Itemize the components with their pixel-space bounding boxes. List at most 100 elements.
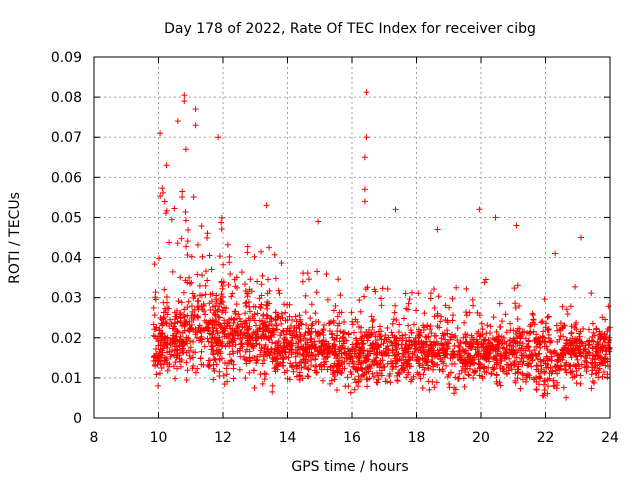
data-point-outlier: [174, 118, 181, 125]
data-point: [413, 307, 420, 314]
data-point: [405, 322, 412, 329]
x-tick-label: 24: [601, 430, 619, 446]
data-point: [238, 269, 245, 276]
data-point: [511, 285, 518, 292]
data-point: [481, 368, 488, 375]
data-point: [530, 316, 537, 323]
data-point: [451, 351, 458, 358]
data-point: [319, 329, 326, 336]
data-point: [261, 357, 268, 364]
data-point: [596, 365, 603, 372]
data-point: [150, 321, 157, 328]
data-point: [200, 302, 207, 309]
data-point: [446, 304, 453, 311]
data-point: [343, 337, 350, 344]
data-point: [440, 332, 447, 339]
data-point: [185, 298, 192, 305]
data-point: [391, 309, 398, 316]
data-point: [244, 337, 251, 344]
data-point: [474, 330, 481, 337]
data-point: [292, 359, 299, 366]
data-point: [232, 341, 239, 348]
data-point: [238, 329, 245, 336]
data-point: [496, 379, 503, 386]
data-point: [392, 340, 399, 347]
data-point: [224, 378, 231, 385]
data-point: [341, 365, 348, 372]
data-point: [163, 293, 170, 300]
data-point: [455, 348, 462, 355]
data-point: [157, 351, 164, 358]
data-point: [243, 360, 250, 367]
data-point: [188, 253, 195, 260]
data-point: [543, 320, 550, 327]
data-point: [481, 279, 488, 286]
data-point: [399, 332, 406, 339]
data-point: [507, 361, 514, 368]
data-point: [274, 339, 281, 346]
data-point: [298, 321, 305, 328]
data-point: [541, 377, 548, 384]
data-point: [289, 362, 296, 369]
data-point: [400, 359, 407, 366]
data-point: [351, 376, 358, 383]
data-point: [204, 230, 211, 237]
data-point: [355, 378, 362, 385]
data-point: [394, 377, 401, 384]
data-point: [208, 339, 215, 346]
data-point: [460, 348, 467, 355]
data-point: [264, 290, 271, 297]
data-point: [592, 352, 599, 359]
data-point: [395, 328, 402, 335]
data-point-outlier: [163, 162, 170, 169]
data-point: [382, 332, 389, 339]
data-point: [251, 253, 258, 260]
data-point: [368, 313, 375, 320]
data-point: [229, 348, 236, 355]
data-point: [362, 286, 369, 293]
data-point: [319, 349, 326, 356]
data-point: [309, 351, 316, 358]
data-point: [417, 375, 424, 382]
data-point: [532, 336, 539, 343]
data-point: [237, 331, 244, 338]
data-point: [163, 355, 170, 362]
data-point: [192, 349, 199, 356]
data-point: [494, 348, 501, 355]
data-point: [262, 341, 269, 348]
y-tick-label: 0.08: [51, 90, 82, 106]
data-point: [378, 341, 385, 348]
data-point: [541, 378, 548, 385]
data-point: [544, 376, 551, 383]
data-point: [192, 369, 199, 376]
data-point: [500, 366, 507, 373]
data-point: [353, 337, 360, 344]
data-point: [204, 324, 211, 331]
data-point: [403, 358, 410, 365]
data-point: [334, 368, 341, 375]
data-point: [157, 193, 164, 200]
data-point: [514, 282, 521, 289]
data-point: [236, 366, 243, 373]
data-point: [299, 278, 306, 285]
data-point: [529, 356, 536, 363]
data-point: [162, 210, 169, 217]
data-point: [341, 329, 348, 336]
data-point: [293, 373, 300, 380]
data-point: [351, 329, 358, 336]
data-point: [431, 384, 438, 391]
data-point: [264, 302, 271, 309]
data-point: [327, 380, 334, 387]
data-point: [537, 370, 544, 377]
data-point: [281, 335, 288, 342]
data-point: [560, 384, 567, 391]
data-point: [497, 362, 504, 369]
y-axis-label: ROTI / TECUs: [7, 192, 23, 284]
data-point: [169, 346, 176, 353]
data-point: [190, 294, 197, 301]
data-point: [507, 320, 514, 327]
data-point: [405, 369, 412, 376]
data-point: [586, 341, 593, 348]
data-point: [478, 320, 485, 327]
data-point: [490, 314, 497, 321]
